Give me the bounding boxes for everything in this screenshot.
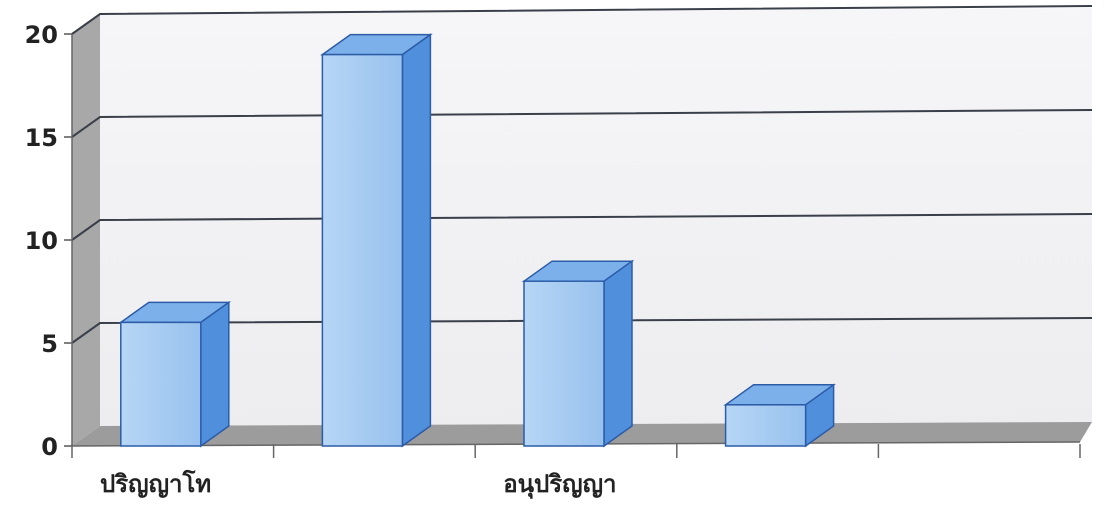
bar-side xyxy=(401,33,432,448)
bar xyxy=(521,259,635,448)
gridlines xyxy=(71,5,1093,344)
bar-side xyxy=(603,259,633,448)
bars xyxy=(118,33,836,448)
gridline xyxy=(71,213,1093,241)
y-tick-label: 0 xyxy=(41,433,58,461)
bar-front xyxy=(120,321,202,447)
bar-front xyxy=(523,280,605,447)
y-tick-label: 10 xyxy=(25,227,58,255)
gridline xyxy=(71,317,1093,344)
bar xyxy=(320,33,433,448)
x-tick-label: ปริญญาโท xyxy=(100,469,211,498)
bar-front xyxy=(321,53,404,447)
gridline xyxy=(71,109,1093,138)
y-tick-label: 15 xyxy=(25,124,58,152)
x-tick-label: อนุปริญญา xyxy=(503,470,616,500)
y-axis: 0 5 10 15 20 xyxy=(25,21,73,461)
bar xyxy=(118,300,232,448)
bar xyxy=(723,383,836,448)
bar-side xyxy=(200,300,230,448)
y-tick-label: 5 xyxy=(41,330,58,358)
bar-front xyxy=(724,404,807,447)
gridline xyxy=(71,5,1093,35)
x-axis: ปริญญาโท อนุปริญญา xyxy=(71,441,1081,500)
y-tick-label: 20 xyxy=(25,21,58,49)
